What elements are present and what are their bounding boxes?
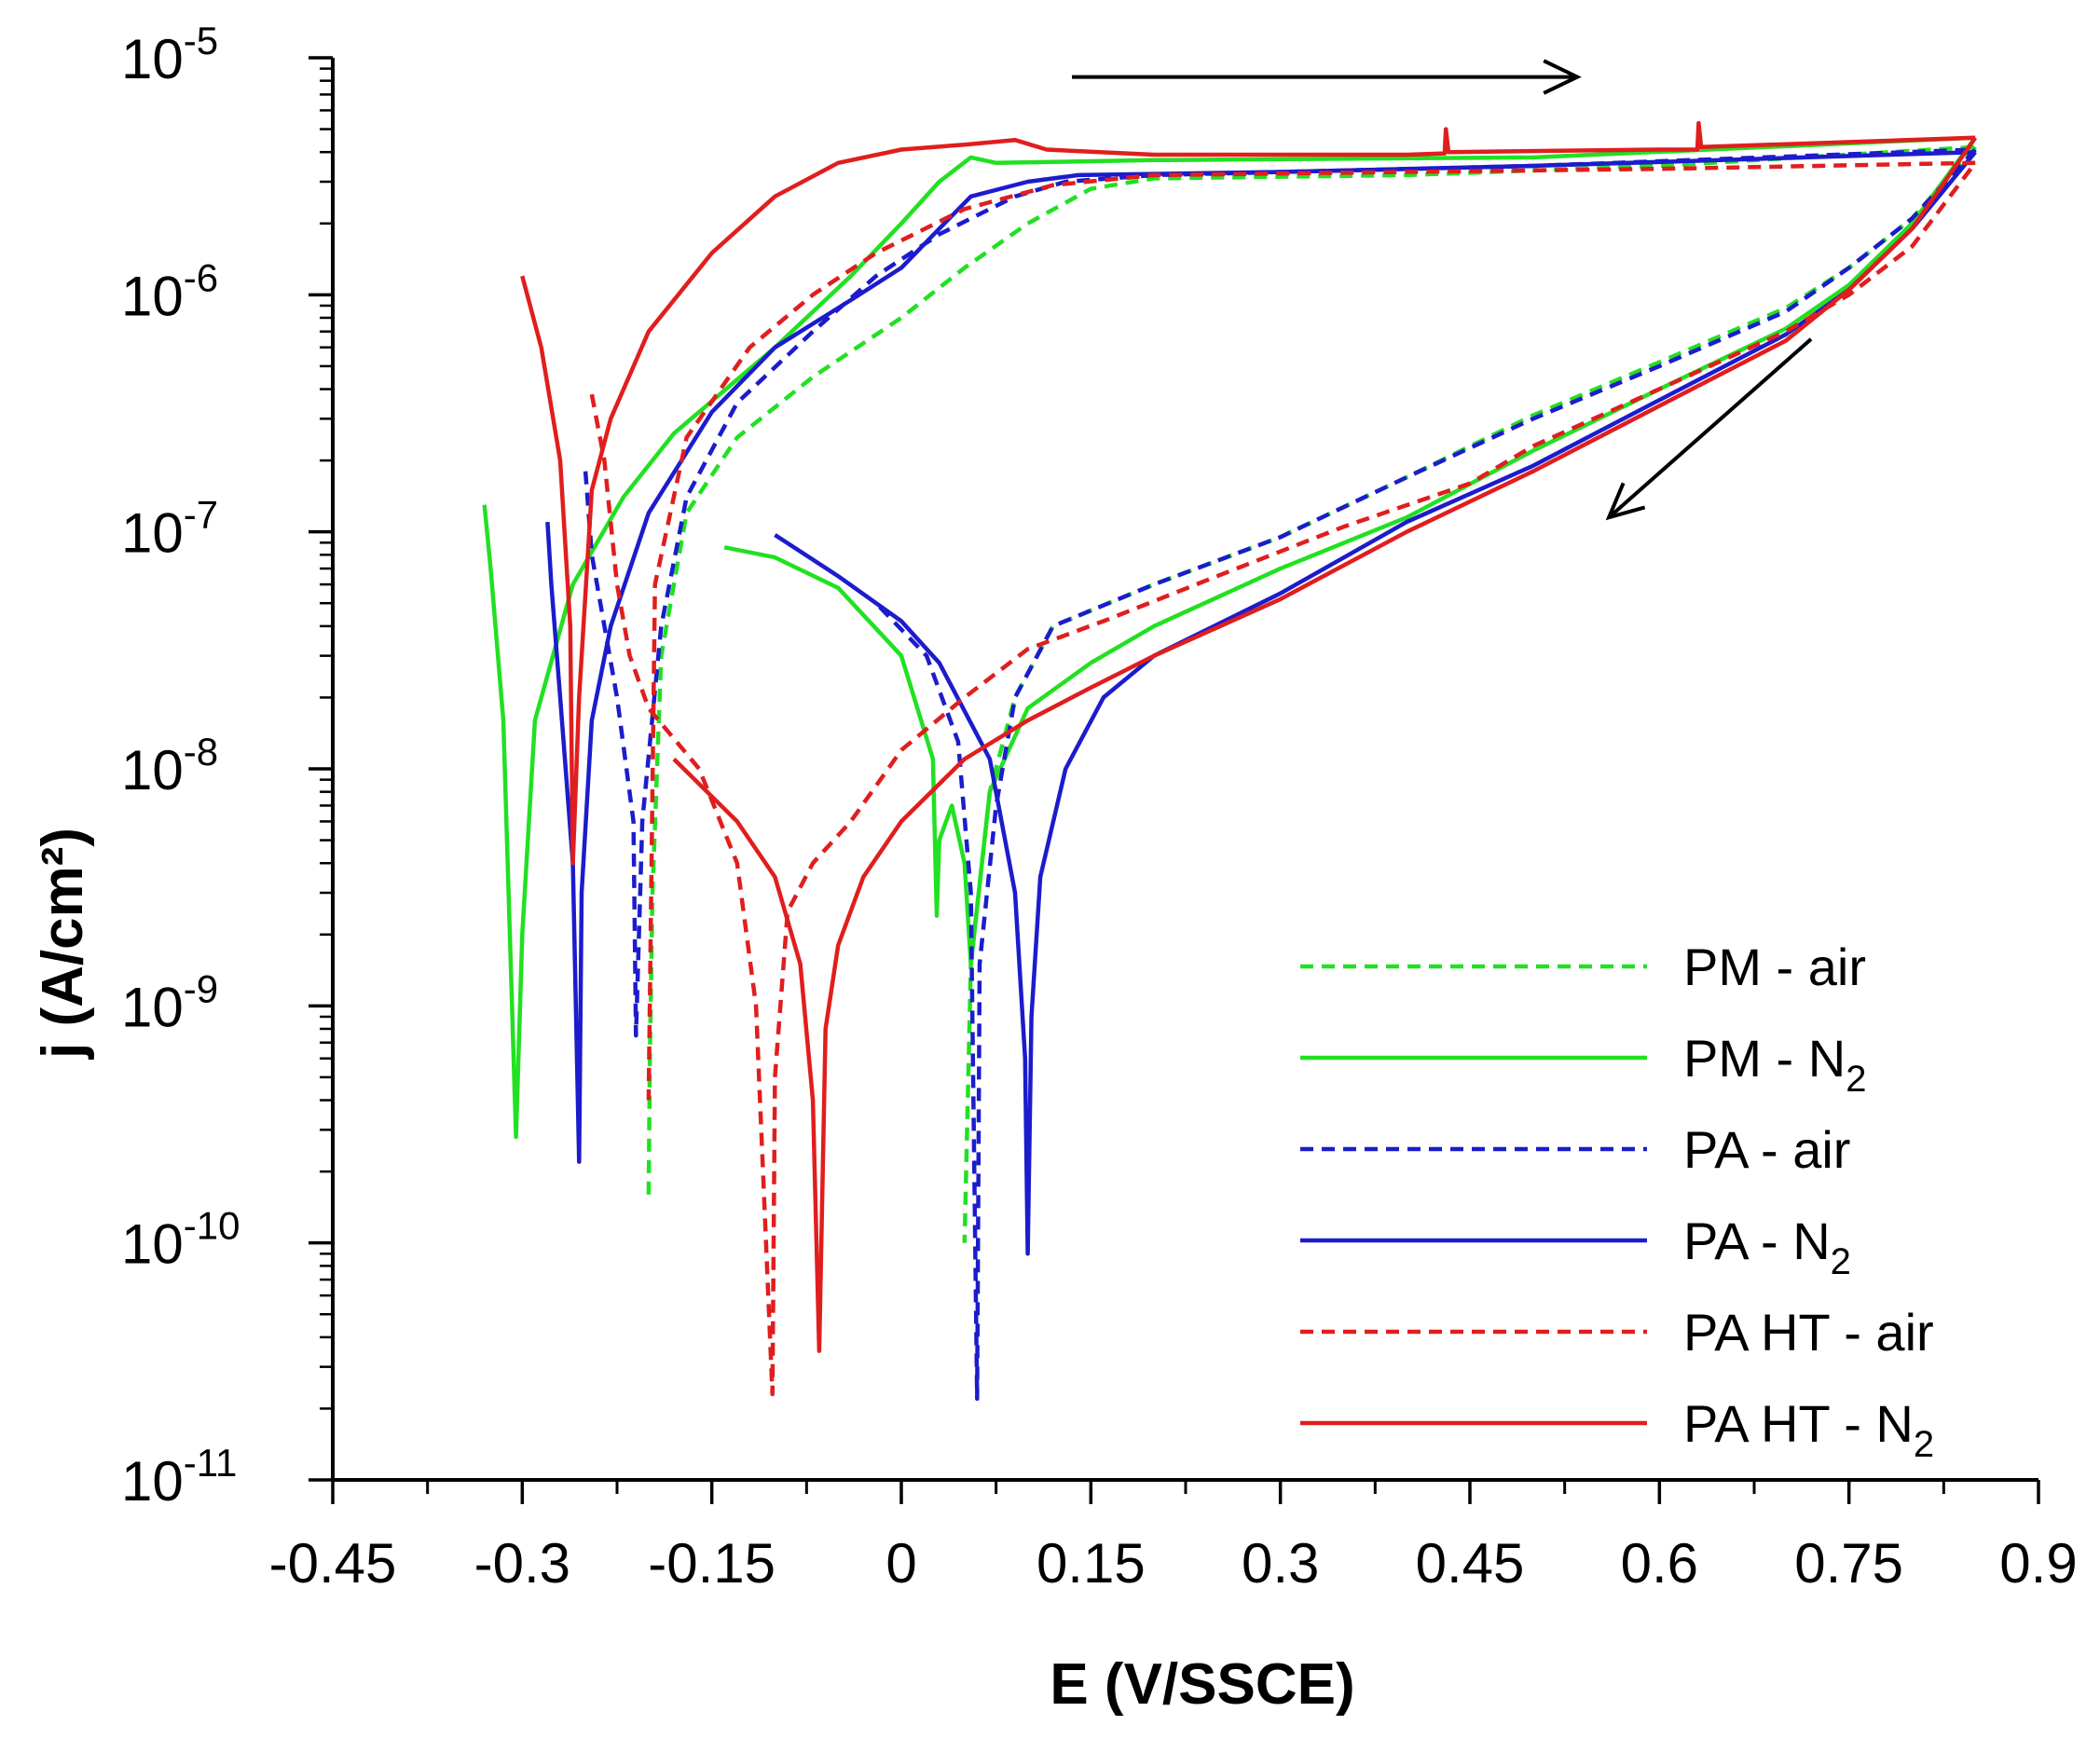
- legend-label-subscript: 2: [1846, 1059, 1866, 1100]
- axes: -0.45 -0.3 -0.15 0 0.15 0.3 0.45 0.6 0.75 0.910-5…: [121, 19, 2078, 1595]
- series-4-reverse-line: [774, 150, 1977, 1256]
- legend-label-subscript: 2: [1831, 1241, 1851, 1282]
- y-tick-base: 10: [121, 739, 184, 801]
- series-2-forward-line: [482, 135, 1976, 1140]
- x-tick-label: 0.15: [1036, 1532, 1146, 1595]
- legend-label-4: PA - N2: [1683, 1212, 1851, 1282]
- y-tick-label: 10-9: [121, 966, 218, 1038]
- legend-label-text: PA HT - air: [1683, 1303, 1934, 1362]
- legend-label-1: PM - air: [1683, 938, 1866, 996]
- legend-label-text: PA - N: [1683, 1212, 1831, 1270]
- y-tick-label: 10-10: [121, 1204, 240, 1276]
- y-tick-label: 10-5: [121, 19, 218, 90]
- legend-label-6: PA HT - N2: [1683, 1394, 1934, 1465]
- y-tick-label: 10-8: [121, 730, 218, 801]
- series-6-reverse-line: [672, 136, 1978, 1353]
- series-3-reverse-line: [874, 147, 1977, 1402]
- x-tick-label: 0.3: [1242, 1532, 1319, 1595]
- arrows-layer: [1072, 59, 1813, 521]
- legend-label-2: PM - N2: [1683, 1029, 1866, 1100]
- legend-label-text: PA HT - N: [1683, 1394, 1914, 1453]
- x-axis-title: E (V/SSCE): [1050, 1652, 1354, 1717]
- y-tick-exponent: -8: [184, 730, 218, 774]
- arrow-2-shaft: [1607, 337, 1813, 519]
- y-tick-base: 10: [121, 265, 184, 327]
- arrow-1-head: [1543, 59, 1582, 95]
- x-tick-label: -0.15: [648, 1532, 775, 1595]
- y-tick-label: 10-7: [121, 493, 218, 565]
- x-tick-label: -0.45: [269, 1532, 397, 1595]
- y-tick-exponent: -9: [184, 966, 218, 1010]
- y-tick-base: 10: [121, 1450, 184, 1513]
- arrow-2-head: [1605, 482, 1646, 521]
- series-3-forward-line: [583, 147, 1976, 1038]
- y-tick-base: 10: [121, 1213, 184, 1276]
- series-1-forward-line: [646, 144, 1976, 1195]
- legend-label-subscript: 2: [1914, 1424, 1934, 1465]
- curves-layer: [482, 120, 1978, 1402]
- x-tick-label: 0.75: [1794, 1532, 1903, 1595]
- y-tick-base: 10: [121, 28, 184, 90]
- legend-label-text: PM - air: [1683, 938, 1866, 996]
- x-tick-label: -0.3: [474, 1532, 570, 1595]
- x-tick-label: 0.45: [1416, 1532, 1525, 1595]
- y-tick-label: 10-11: [121, 1441, 237, 1513]
- series-5-reverse-line: [646, 160, 1976, 1101]
- y-tick-exponent: -6: [184, 255, 218, 299]
- series-6-forward-line: [520, 120, 1976, 866]
- y-axis-title: j (A/cm²): [31, 828, 95, 1060]
- legend-label-text: PA - air: [1683, 1120, 1850, 1179]
- series-5-forward-line: [589, 161, 1977, 1397]
- x-tick-label: 0.9: [1999, 1532, 2077, 1595]
- legend-label-text: PM - N: [1683, 1029, 1846, 1088]
- y-tick-exponent: -7: [184, 493, 218, 537]
- series-2-reverse-line: [723, 136, 1978, 966]
- y-tick-exponent: -11: [184, 1441, 238, 1485]
- y-tick-exponent: -5: [184, 19, 218, 62]
- legend-label-3: PA - air: [1683, 1120, 1850, 1179]
- y-tick-base: 10: [121, 976, 184, 1038]
- legend-label-5: PA HT - air: [1683, 1303, 1934, 1362]
- y-tick-exponent: -10: [184, 1204, 240, 1248]
- y-tick-label: 10-6: [121, 255, 218, 327]
- y-tick-base: 10: [121, 502, 184, 565]
- series-4-forward-line: [545, 149, 1976, 1164]
- x-tick-label: 0: [885, 1532, 916, 1595]
- x-tick-label: 0.6: [1621, 1532, 1698, 1595]
